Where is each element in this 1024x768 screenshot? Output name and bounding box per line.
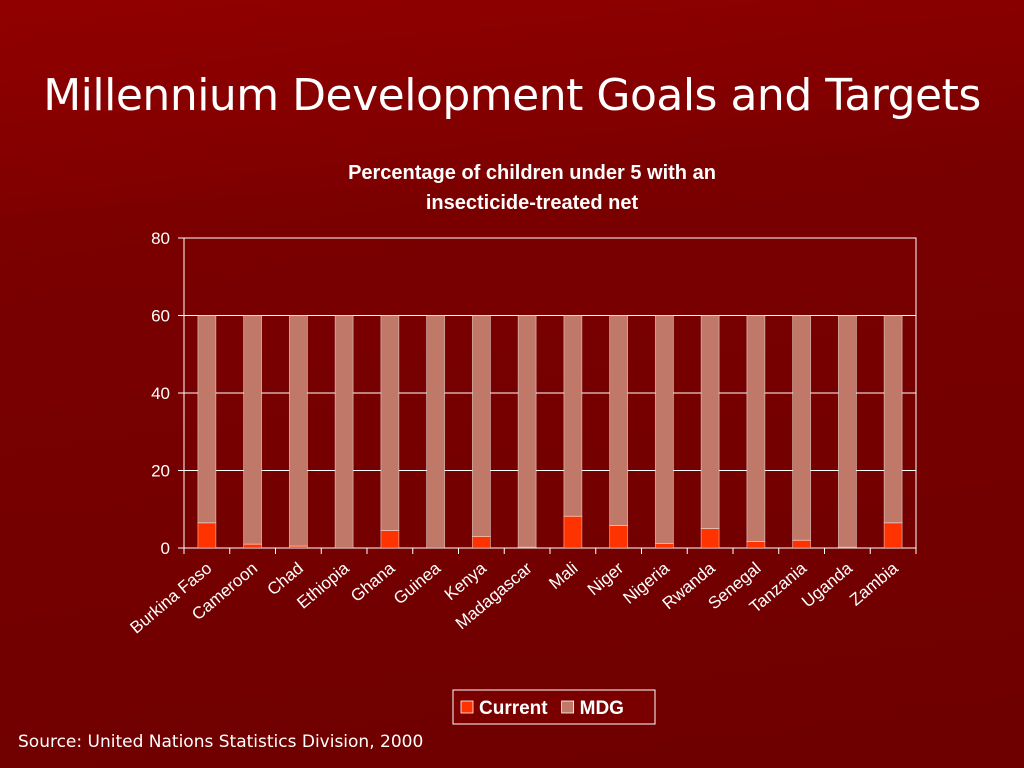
x-category-label: Zambia — [846, 558, 902, 609]
bar-mdg-tanzania — [792, 315, 812, 541]
bar-mdg-senegal — [746, 315, 766, 542]
bar-mdg-guinea — [426, 315, 446, 549]
bar-current-zambia — [883, 522, 903, 549]
slide-title: Millennium Development Goals and Targets — [43, 70, 981, 121]
bar-mdg-rwanda — [700, 315, 720, 530]
y-tick-label: 60 — [151, 307, 170, 326]
chart-title-line-2: insecticide-treated net — [425, 192, 639, 214]
bar-current-ghana — [380, 530, 400, 549]
bar-current-tanzania — [792, 539, 812, 549]
source-note: Source: United Nations Statistics Divisi… — [18, 732, 424, 752]
chart-title: Percentage of children under 5 with an i… — [232, 158, 832, 218]
bar-mdg-zambia — [883, 315, 903, 524]
bar-mdg-kenya — [471, 315, 491, 537]
x-category-label: Guinea — [390, 558, 445, 608]
y-tick-label: 80 — [151, 229, 170, 248]
y-tick-label: 0 — [161, 539, 170, 558]
y-tick-label: 40 — [151, 384, 170, 403]
bar-mdg-burkina-faso — [197, 315, 217, 524]
bar-mdg-uganda — [837, 315, 857, 548]
bar-current-cameroon — [243, 543, 263, 549]
bar-mdg-ghana — [380, 315, 400, 531]
x-category-label: Mali — [545, 559, 581, 594]
bar-mdg-cameroon — [243, 315, 263, 545]
y-tick-label: 20 — [151, 462, 170, 481]
bar-current-senegal — [746, 541, 766, 549]
x-category-label: Uganda — [798, 558, 856, 611]
legend-box — [452, 689, 656, 725]
bar-mdg-madagascar — [517, 315, 537, 548]
bar-mdg-niger — [609, 315, 629, 526]
bar-mdg-chad — [288, 315, 308, 547]
legend-label-mdg: MDG — [580, 698, 624, 719]
legend-swatch-mdg — [561, 700, 575, 714]
bar-current-burkina-faso — [197, 522, 217, 549]
x-category-label: Ghana — [347, 558, 399, 606]
bar-mdg-mali — [563, 315, 583, 517]
bar-current-mali — [563, 515, 583, 549]
bar-mdg-nigeria — [654, 315, 674, 544]
x-category-label: Ethiopia — [293, 558, 353, 612]
bar-current-kenya — [471, 535, 491, 549]
bar-current-rwanda — [700, 528, 720, 549]
bar-mdg-ethiopia — [334, 315, 354, 549]
chart-title-line-1: Percentage of children under 5 with an — [348, 162, 716, 184]
bar-current-nigeria — [654, 542, 674, 549]
legend-swatch-current — [460, 700, 474, 714]
legend-label-current: Current — [479, 698, 548, 719]
bar-current-niger — [609, 525, 629, 549]
